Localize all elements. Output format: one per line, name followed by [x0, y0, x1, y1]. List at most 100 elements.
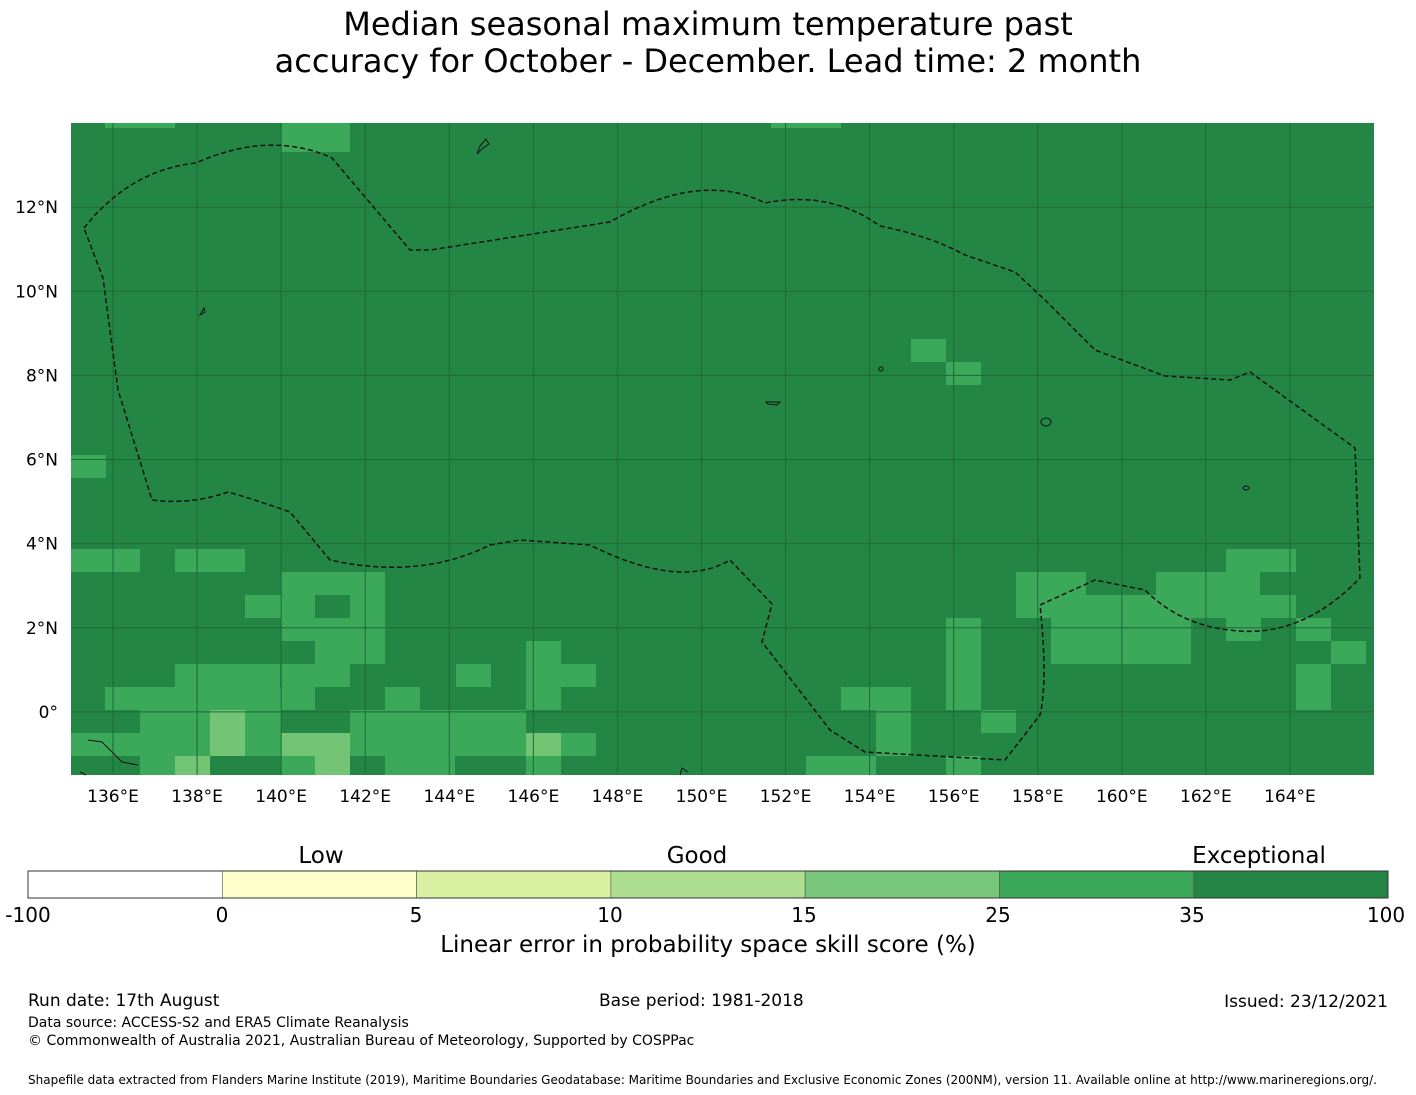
skill-cell — [210, 710, 245, 733]
skill-cell — [350, 595, 385, 618]
skill-cell — [1051, 595, 1122, 618]
shapefile-credit: Shapefile data extracted from Flanders M… — [28, 1073, 1377, 1087]
lon-tick-label: 156°E — [928, 787, 980, 807]
skill-cell — [315, 756, 350, 775]
skill-cell — [175, 664, 280, 687]
lon-tick-label: 140°E — [255, 787, 307, 807]
skill-cell — [1296, 664, 1331, 710]
skill-cell — [1331, 641, 1366, 664]
island-new-guinea-coast — [79, 739, 139, 776]
skill-cell — [456, 664, 491, 687]
colorbar-category-exceptional: Exceptional — [1192, 843, 1326, 869]
skill-cell — [315, 641, 385, 664]
data-source: Data source: ACCESS-S2 and ERA5 Climate … — [28, 1015, 409, 1031]
lat-tick-label: 8°N — [26, 366, 58, 386]
title-line-1: Median seasonal maximum temperature past — [343, 5, 1073, 43]
skill-cell — [210, 756, 245, 775]
skill-cell — [281, 664, 350, 687]
skill-cell — [281, 756, 315, 775]
lon-tick-label: 148°E — [592, 787, 644, 807]
colorbar-label: Linear error in probability space skill … — [440, 932, 976, 958]
eez-boundary-line — [83, 144, 1361, 761]
colorbar-segment — [1193, 870, 1389, 899]
lon-tick-label: 150°E — [676, 787, 728, 807]
skill-cell — [841, 687, 911, 710]
skill-cell — [71, 733, 140, 756]
island-coast-east — [679, 767, 689, 776]
lon-tick-label: 162°E — [1180, 787, 1232, 807]
skill-cell — [981, 710, 1016, 733]
longitude-labels: 136°E 138°E 140°E 142°E 144°E 146°E 148°E 150°E… — [87, 787, 1316, 807]
skill-cell — [281, 595, 315, 618]
colorbar-tick-label: 5 — [409, 903, 423, 927]
skill-cell — [526, 687, 561, 710]
lon-tick-label: 142°E — [339, 787, 391, 807]
lat-tick-label: 2°N — [26, 619, 58, 639]
lon-tick-label: 146°E — [508, 787, 560, 807]
colorbar-frame — [27, 870, 1389, 899]
lat-tick-label: 12°N — [15, 198, 58, 218]
skill-cell — [526, 756, 561, 775]
colorbar-tick-label: -100 — [5, 903, 51, 927]
copyright: © Commonwealth of Australia 2021, Austra… — [28, 1033, 695, 1049]
run-date: Run date: 17th August — [28, 991, 220, 1011]
skill-cell — [1051, 618, 1191, 664]
lon-tick-label: 160°E — [1096, 787, 1148, 807]
skill-cell — [175, 549, 245, 572]
skill-cell — [175, 756, 210, 775]
skill-cell — [946, 362, 981, 385]
base-period: Base period: 1981-2018 — [599, 991, 804, 1011]
skill-cell — [140, 710, 210, 733]
colorbar-category-good: Good — [666, 843, 728, 869]
skill-cell — [71, 549, 140, 572]
lon-tick-label: 152°E — [760, 787, 812, 807]
colorbar-tick-label: 15 — [791, 903, 817, 927]
title-line-2: accuracy for October - December. Lead ti… — [274, 42, 1142, 80]
island-chuuk — [1040, 417, 1052, 427]
skill-cell — [105, 687, 315, 710]
colorbar-segment — [999, 870, 1195, 899]
skill-cell — [561, 733, 596, 756]
map-title: Median seasonal maximum temperature past… — [0, 6, 1416, 80]
colorbar-segment — [221, 870, 417, 899]
island-kosrae — [1242, 485, 1250, 491]
island-guam — [476, 138, 490, 155]
skill-cell — [771, 123, 841, 128]
skill-cell — [210, 733, 245, 756]
lat-tick-label: 4°N — [26, 535, 58, 555]
skill-cell — [946, 618, 981, 710]
colorbar-tick-label: 0 — [215, 903, 229, 927]
skill-cell — [1122, 595, 1157, 618]
colorbar-segment — [804, 870, 1000, 899]
colorbar-segment — [416, 870, 612, 899]
gridlines — [71, 123, 1374, 775]
colorbar-segments — [27, 870, 1389, 899]
skill-cell — [1016, 572, 1086, 595]
skill-cell — [876, 710, 911, 756]
skill-cell — [385, 687, 420, 710]
island-palau — [198, 306, 206, 317]
skill-cell — [281, 123, 350, 152]
islands — [79, 138, 1250, 776]
lat-tick-label: 6°N — [26, 451, 58, 471]
skill-cell — [71, 455, 106, 478]
island-atoll-1 — [878, 366, 884, 372]
latitude-labels: 12°N 10°N 8°N 6°N 4°N 2°N 0° — [15, 198, 58, 723]
colorbar-segment — [27, 870, 223, 899]
colorbar-tick-label: 35 — [1179, 903, 1205, 927]
lon-tick-label: 164°E — [1264, 787, 1316, 807]
skill-cell — [105, 123, 175, 128]
lat-tick-label: 0° — [39, 703, 58, 723]
skill-cells — [71, 123, 1366, 775]
skill-cell — [1016, 595, 1051, 618]
skill-cell — [245, 710, 281, 756]
skill-cell — [526, 733, 561, 756]
lon-tick-label: 136°E — [87, 787, 139, 807]
skill-cell — [1156, 572, 1260, 595]
colorbar-tick-label: 10 — [597, 903, 623, 927]
skill-cell — [1296, 618, 1331, 641]
skill-cell — [350, 710, 526, 756]
skill-cell — [911, 339, 946, 362]
skill-cell — [281, 572, 385, 595]
lon-tick-label: 138°E — [171, 787, 223, 807]
